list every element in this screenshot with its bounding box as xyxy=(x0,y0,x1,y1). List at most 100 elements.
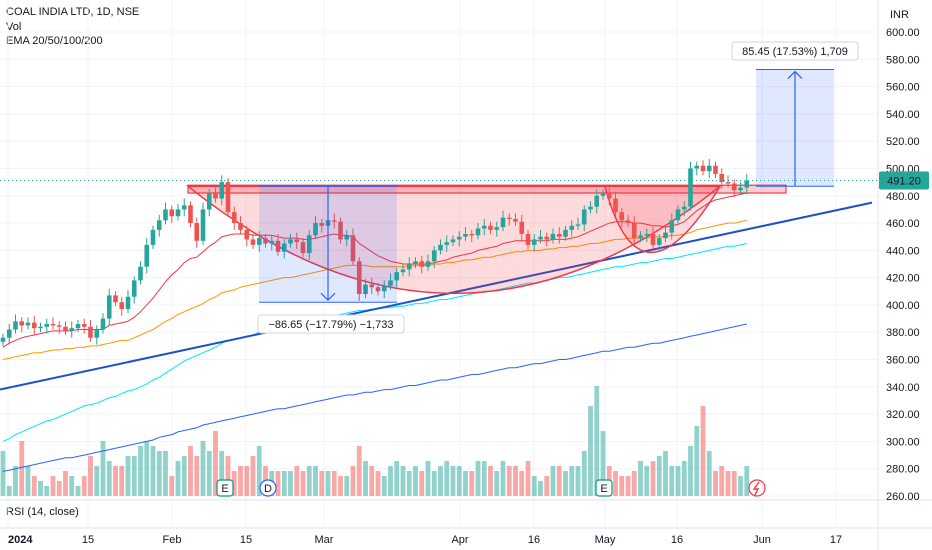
gain-arrow-head xyxy=(787,70,803,79)
volume-bar xyxy=(475,461,481,496)
candle-body xyxy=(513,218,518,222)
volume-bar xyxy=(738,476,743,496)
candle-body xyxy=(594,195,600,207)
volume-bar xyxy=(113,466,118,496)
candle-body xyxy=(650,233,656,245)
y-tick-label: 260.00 xyxy=(886,491,920,503)
candle-body xyxy=(550,233,556,240)
volume-bar xyxy=(81,476,87,496)
volume-bar xyxy=(694,426,700,496)
volume-bar xyxy=(131,456,137,496)
candle-body xyxy=(13,321,18,330)
volume-bar xyxy=(569,466,575,496)
x-tick-label: 16 xyxy=(528,534,540,546)
volume-bar xyxy=(644,466,650,496)
volume-bar xyxy=(425,461,431,496)
candle-body xyxy=(644,233,650,236)
volume-bar xyxy=(719,466,725,496)
candle-body xyxy=(731,183,737,191)
volume-bar xyxy=(469,471,475,496)
x-tick-label: Mar xyxy=(315,534,334,546)
volume-bar xyxy=(625,476,631,496)
candle-body xyxy=(256,238,262,245)
x-tick-label: Feb xyxy=(163,534,182,546)
volume-bar xyxy=(231,471,237,496)
volume-bar xyxy=(744,466,750,496)
candle-body xyxy=(719,173,725,183)
candle-body xyxy=(363,284,368,295)
x-tick-label: 15 xyxy=(240,534,252,546)
candle-body xyxy=(588,206,593,210)
trendline xyxy=(0,201,873,391)
candle-body xyxy=(31,322,37,329)
price-badge-box xyxy=(879,171,929,190)
candle-body xyxy=(569,225,575,230)
y-tick-label: 420.00 xyxy=(886,273,920,285)
candle-body xyxy=(663,232,668,239)
volume-bar xyxy=(219,451,225,496)
candle-body xyxy=(556,233,562,237)
candle-body xyxy=(69,328,75,331)
y-tick-label: 380.00 xyxy=(886,327,920,339)
candle-body xyxy=(275,240,281,252)
y-tick-label: 280.00 xyxy=(886,464,920,476)
candle-body xyxy=(581,209,587,225)
candle-body xyxy=(350,235,356,262)
candle-body xyxy=(675,209,681,221)
volume-bar xyxy=(313,466,318,496)
candle-body xyxy=(381,285,387,292)
volume-bar xyxy=(156,451,162,496)
volume-bar xyxy=(288,471,293,496)
volume-bar xyxy=(213,431,218,496)
candle-body xyxy=(138,266,143,281)
candle-body xyxy=(450,239,456,243)
volume-bar xyxy=(363,461,368,496)
candle-body xyxy=(63,326,68,331)
volume-bar xyxy=(344,476,350,496)
volume-bar xyxy=(375,471,381,496)
candle-body xyxy=(531,239,537,245)
candle-body xyxy=(75,324,81,329)
loss-label-box xyxy=(257,314,405,334)
candle-body xyxy=(494,227,500,230)
volume-bar xyxy=(31,476,37,496)
volume-bar xyxy=(13,466,18,496)
volume-bar xyxy=(681,461,687,496)
earnings-event-badge-shape xyxy=(595,479,613,497)
volume-bar xyxy=(356,446,362,496)
y-tick-label: 520.00 xyxy=(886,136,920,148)
volume-bar xyxy=(431,471,437,496)
volume-bar xyxy=(519,471,525,496)
volume-bar xyxy=(488,466,493,496)
candle-body xyxy=(144,244,150,267)
dividend-event-badge: D xyxy=(264,483,272,495)
volume-bar xyxy=(250,456,256,496)
candle-body xyxy=(319,223,325,226)
rsi-label: RSI (14, close) xyxy=(6,506,79,518)
volume-bar xyxy=(419,471,425,496)
candle-body xyxy=(269,240,275,244)
candle-body xyxy=(375,287,381,292)
volume-bar xyxy=(69,476,75,496)
volume-bar xyxy=(200,441,206,496)
volume-bar xyxy=(238,466,243,496)
y-tick-label: 480.00 xyxy=(886,191,920,203)
volume-bar xyxy=(613,471,618,496)
volume-bar xyxy=(700,406,706,496)
volume-bar xyxy=(456,466,462,496)
volume-bar xyxy=(206,451,212,496)
y-tick-label: 440.00 xyxy=(886,245,920,257)
candle-body xyxy=(606,193,612,199)
candle-body xyxy=(169,209,175,217)
candle-body xyxy=(481,225,487,229)
volume-bar xyxy=(163,451,168,496)
volume-bar xyxy=(588,406,593,496)
volume-bar xyxy=(19,441,25,496)
volume-bar xyxy=(713,471,718,496)
candle-body xyxy=(344,235,350,240)
candle-body xyxy=(6,329,12,338)
candle-body xyxy=(338,221,343,240)
candle-body xyxy=(175,209,181,217)
candle-body xyxy=(463,233,468,237)
